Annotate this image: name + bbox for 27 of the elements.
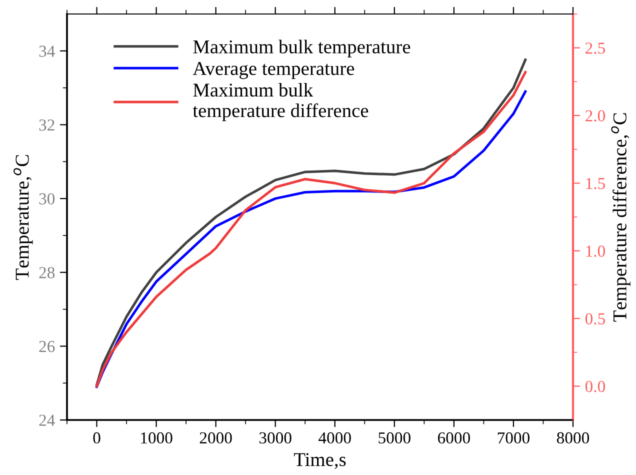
legend-label: Maximum bulk temperature: [193, 40, 410, 58]
y2-axis-title: Temperature difference,$^{o}$C: [611, 113, 630, 322]
x-tick-label: 3000: [259, 432, 292, 444]
legend-label: Maximum bulk temperature difference: [192, 82, 368, 122]
x-tick-label: 1000: [141, 432, 172, 444]
x-tick-label: 5000: [378, 432, 410, 444]
x-axis-title: Time,s: [294, 453, 346, 469]
y2-tick-label: 1.0: [586, 246, 606, 257]
x-tick-label: 8000: [556, 432, 590, 444]
y-tick-label: 28: [39, 267, 55, 278]
x-tick-label: 0: [93, 432, 100, 444]
y2-tick-label: 0.5: [585, 313, 605, 325]
y-tick-label: 26: [39, 340, 55, 352]
x-tick-label: 2000: [200, 432, 232, 444]
y2-tick-label: 2.0: [586, 110, 606, 122]
y2-tick-label: 1.5: [586, 178, 605, 190]
y-tick-label: 34: [39, 46, 55, 57]
y2-tick-label: 0.0: [585, 380, 606, 392]
legend-label: Average temperature: [192, 62, 354, 80]
y-tick-label: 32: [39, 119, 54, 131]
y2-tick-label: 2.5: [586, 42, 605, 54]
x-tick-label: 4000: [318, 432, 351, 444]
x-tick-label: 6000: [438, 432, 470, 444]
y-tick-label: 30: [39, 193, 55, 204]
x-tick-label: 7000: [498, 432, 530, 444]
y-tick-label: 24: [39, 414, 55, 426]
y-axis-title: Temperature,$^{o}$C: [14, 155, 33, 280]
